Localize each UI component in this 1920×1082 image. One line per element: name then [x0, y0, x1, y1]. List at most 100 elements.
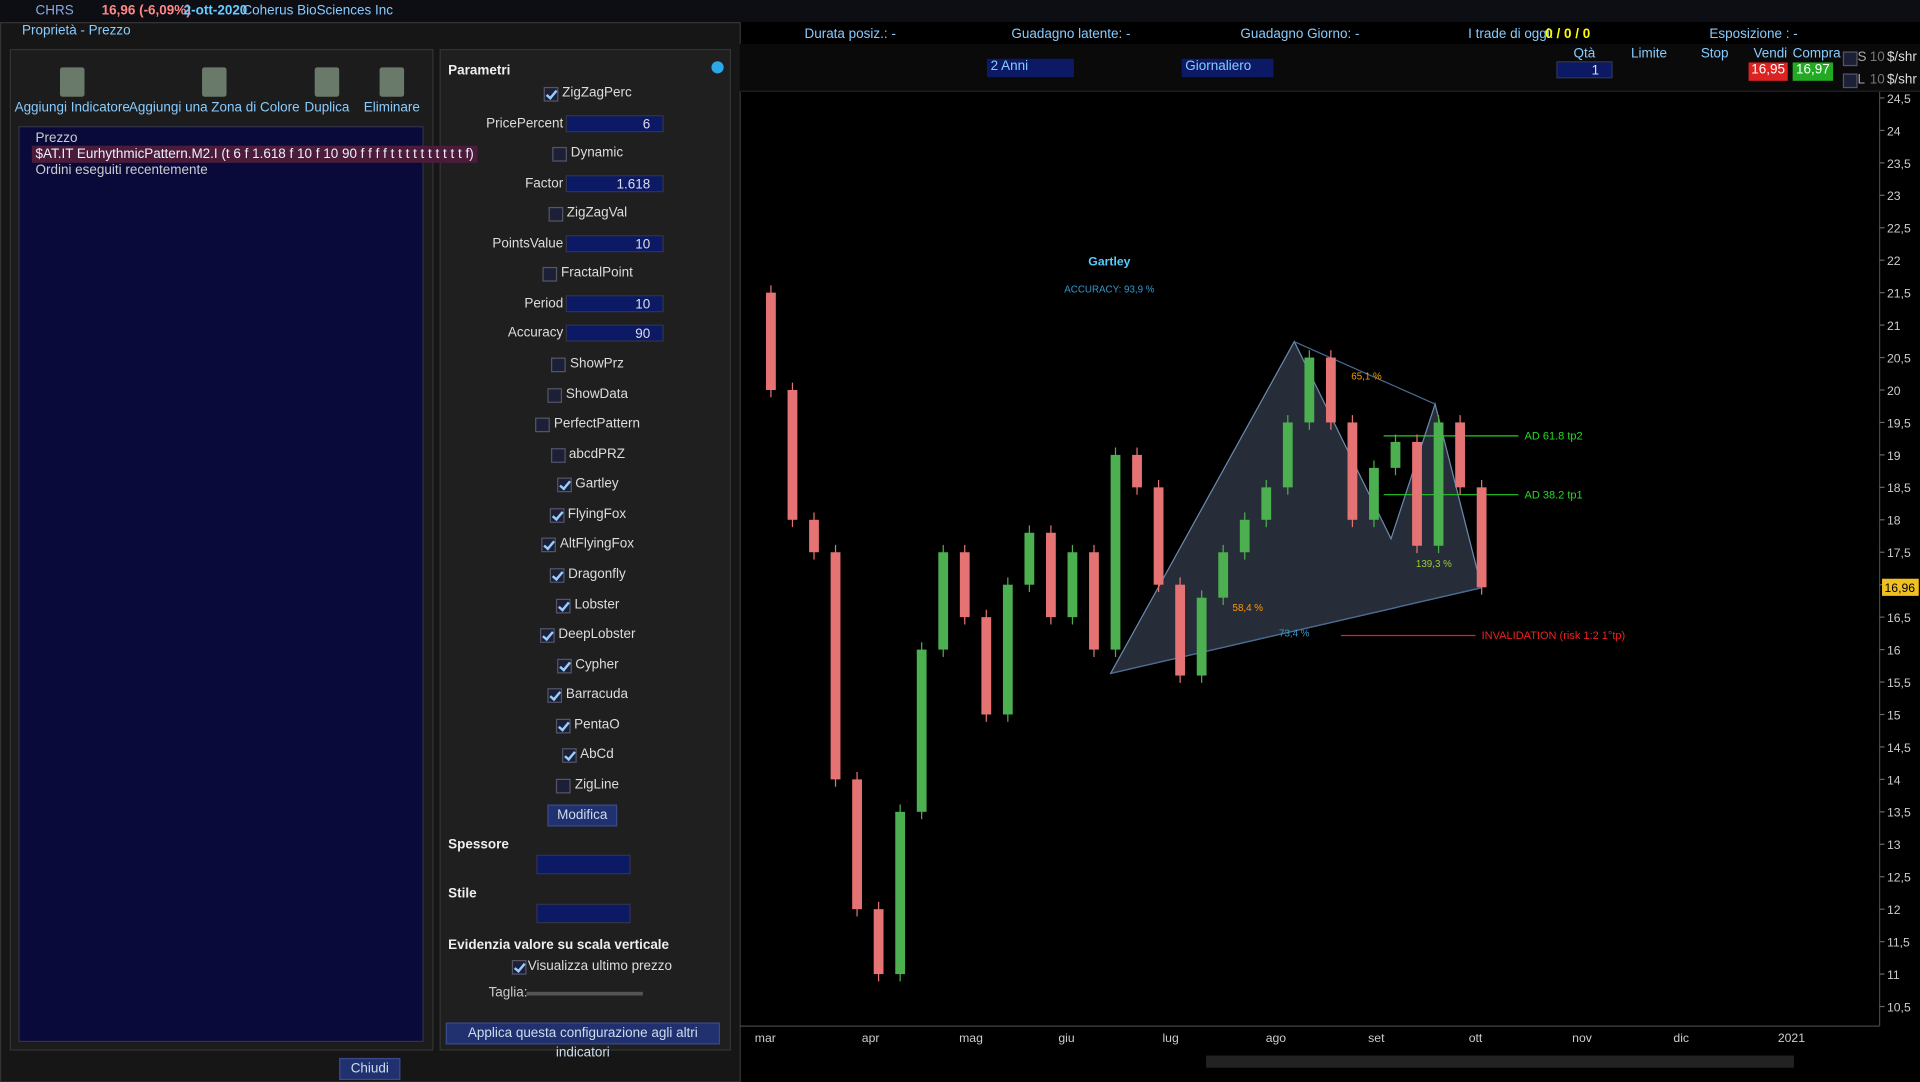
checkbox[interactable]: [556, 477, 572, 493]
modify-button[interactable]: Modifica: [547, 804, 618, 827]
checkbox[interactable]: [542, 267, 558, 283]
toolbar-button[interactable]: Duplica: [304, 100, 350, 116]
param-label: Dynamic: [570, 145, 624, 161]
checkbox[interactable]: [555, 718, 571, 734]
candle-body: [766, 292, 776, 391]
param-label: Gartley: [575, 476, 619, 492]
chart-annotation: AD 61.8 tp2: [1524, 431, 1582, 443]
dropdown[interactable]: [536, 903, 631, 924]
checkbox[interactable]: [543, 86, 559, 102]
x-tick-label: lug: [1162, 1031, 1179, 1045]
stop-label: Stop: [1700, 46, 1729, 62]
info-dot: [711, 61, 724, 74]
candle-body: [1024, 532, 1035, 585]
sell-button[interactable]: 16,95: [1748, 62, 1788, 81]
y-tick-label: 21: [1887, 319, 1901, 333]
chart-annotation: INVALIDATION (risk 1:2 1°tp): [1482, 630, 1626, 642]
candle-body: [1110, 454, 1121, 650]
x-tick-label: apr: [862, 1031, 880, 1045]
candle-body: [1046, 532, 1056, 618]
tree-item[interactable]: $AT.IT EurhythmicPattern.M2.I (t 6 f 1.6…: [31, 145, 478, 163]
close-button[interactable]: Chiudi: [339, 1057, 401, 1081]
checkbox[interactable]: [511, 960, 527, 975]
param-label: FlyingFox: [567, 506, 627, 522]
param-input[interactable]: 90: [565, 325, 664, 343]
checkbox[interactable]: [556, 778, 572, 794]
checkbox[interactable]: [548, 207, 564, 222]
y-tick-label: 20,5: [1887, 351, 1911, 365]
x-tick-label: dic: [1673, 1031, 1689, 1045]
checkbox[interactable]: [551, 357, 567, 373]
chart-annotation: 139,3 %: [1416, 559, 1452, 570]
checkbox[interactable]: [561, 748, 577, 764]
size-label: Taglia:: [488, 985, 528, 1001]
param-input[interactable]: 1.618: [565, 174, 664, 192]
check-mark: [558, 478, 571, 491]
candle-body: [1476, 487, 1487, 588]
checkbox[interactable]: [556, 598, 571, 613]
last-price-label: 16,96: [1884, 581, 1915, 595]
param-label: Barracuda: [565, 687, 629, 702]
param-label: Lobster: [574, 596, 620, 612]
candle-body: [1218, 552, 1229, 598]
checkbox[interactable]: [535, 417, 551, 433]
x-tick-label: mag: [959, 1031, 983, 1045]
candle-body: [1089, 552, 1099, 650]
y-tick-label: 13: [1887, 838, 1901, 852]
check-mark: [557, 719, 570, 732]
company: Coherus BioSciences Inc: [242, 3, 393, 19]
checkbox[interactable]: [547, 387, 563, 403]
checkbox[interactable]: [549, 507, 565, 523]
trade-count: 0 / 0 / 0: [1545, 26, 1591, 42]
param-input[interactable]: 10: [565, 234, 664, 252]
apply-all-button[interactable]: Applica questa configurazione agli altri…: [445, 1022, 721, 1060]
candle-body: [959, 552, 970, 618]
checkbox[interactable]: [547, 688, 563, 704]
last-price-marker: [1882, 578, 1919, 596]
param-label: ZigZagPerc: [562, 85, 632, 101]
candle-body: [1325, 357, 1336, 423]
param-label: Cypher: [575, 657, 619, 672]
candle-body: [895, 811, 906, 975]
side-size: 10: [1869, 50, 1885, 65]
toolbar-button[interactable]: Aggiungi una Zona di Colore: [128, 100, 300, 116]
param-input[interactable]: 6: [565, 114, 664, 132]
buy-label: Compra: [1792, 46, 1841, 62]
checkbox[interactable]: [556, 658, 572, 674]
side-label: L: [1857, 72, 1866, 87]
toolbar-button[interactable]: Aggiungi Indicatore: [14, 100, 130, 116]
candle-body: [873, 909, 884, 975]
buy-button[interactable]: 16,97: [1792, 62, 1834, 81]
checkbox[interactable]: [540, 628, 555, 643]
toolbar-button[interactable]: Eliminare: [363, 100, 420, 116]
param-label: ZigZagVal: [566, 206, 628, 221]
candle-body: [1282, 422, 1293, 488]
checkbox[interactable]: [552, 147, 568, 162]
y-tick-label: 19,5: [1887, 416, 1911, 430]
pattern-leg: [1294, 341, 1436, 405]
trade-info: Guadagno Giorno: -: [1240, 26, 1360, 42]
qty-input[interactable]: 1: [1556, 61, 1613, 79]
x-tick-label: mar: [755, 1031, 776, 1045]
section-title: Evidenzia valore su scala verticale: [448, 937, 670, 953]
check-mark: [542, 628, 554, 642]
y-tick-label: 20: [1887, 384, 1901, 398]
param-input[interactable]: 10: [565, 294, 664, 313]
y-tick-label: 16: [1887, 643, 1901, 657]
candle-body: [1239, 519, 1250, 553]
checkbox[interactable]: [541, 538, 557, 553]
period-select[interactable]: 2 Anni: [986, 58, 1074, 78]
side-check: [1842, 51, 1858, 67]
limit-label: Limite: [1631, 46, 1667, 62]
tree-item: Ordini eseguiti recentemente: [35, 162, 208, 178]
checkbox[interactable]: [550, 447, 566, 463]
qty-label: Qtà: [1573, 46, 1596, 62]
checkbox[interactable]: [549, 568, 565, 583]
dropdown[interactable]: [536, 854, 631, 875]
candle-body: [1002, 584, 1013, 715]
interval-select[interactable]: Giornaliero: [1181, 58, 1274, 78]
chart-annotation: 73,4 %: [1279, 629, 1310, 640]
size-slider[interactable]: [526, 991, 643, 996]
param-label: abcdPRZ: [568, 446, 626, 462]
